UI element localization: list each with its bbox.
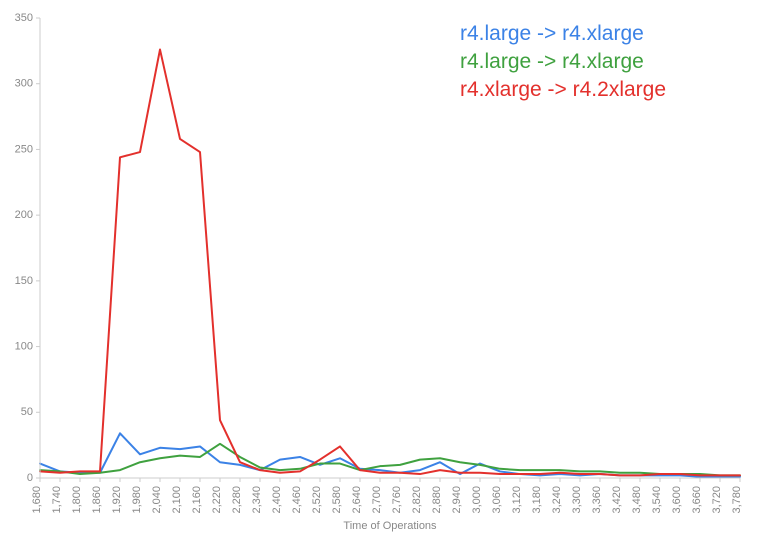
legend-item: r4.large -> r4.xlarge xyxy=(460,50,644,73)
legend-item: r4.xlarge -> r4.2xlarge xyxy=(460,78,666,101)
x-tick-label: 2,220 xyxy=(211,486,223,514)
x-tick-label: 2,640 xyxy=(351,486,363,514)
x-tick-label: 1,860 xyxy=(91,486,103,514)
x-tick-label: 3,600 xyxy=(671,486,683,514)
x-tick-label: 3,060 xyxy=(491,486,503,514)
x-tick-label: 3,480 xyxy=(631,486,643,514)
x-axis-title: Time of Operations xyxy=(343,520,437,532)
x-tick-label: 3,360 xyxy=(591,486,603,514)
y-tick-label: 300 xyxy=(15,78,33,90)
x-tick-label: 3,000 xyxy=(471,486,483,514)
x-tick-label: 2,940 xyxy=(451,486,463,514)
y-tick-label: 0 xyxy=(27,472,33,484)
x-tick-label: 3,180 xyxy=(531,486,543,514)
x-tick-label: 3,780 xyxy=(731,486,743,514)
x-tick-label: 2,160 xyxy=(191,486,203,514)
legend-item: r4.large -> r4.xlarge xyxy=(460,22,644,45)
x-tick-label: 2,280 xyxy=(231,486,243,514)
y-tick-label: 200 xyxy=(15,209,33,221)
y-tick-label: 50 xyxy=(21,406,33,418)
y-tick-label: 150 xyxy=(15,275,33,287)
x-tick-label: 3,120 xyxy=(511,486,523,514)
x-tick-label: 2,760 xyxy=(391,486,403,514)
y-tick-label: 250 xyxy=(15,143,33,155)
x-tick-label: 3,660 xyxy=(691,486,703,514)
y-tick-label: 100 xyxy=(15,340,33,352)
x-tick-label: 2,400 xyxy=(271,486,283,514)
x-tick-label: 2,100 xyxy=(171,486,183,514)
x-tick-label: 3,540 xyxy=(651,486,663,514)
x-tick-label: 2,460 xyxy=(291,486,303,514)
x-tick-label: 2,580 xyxy=(331,486,343,514)
chart-svg: 0 50 100 150 200 250 300 350 1,680 1,740 1,800 1,86… xyxy=(0,0,768,543)
x-tick-label: 2,040 xyxy=(151,486,163,514)
x-tick-label: 2,340 xyxy=(251,486,263,514)
x-tick-label: 1,800 xyxy=(71,486,83,514)
x-tick-label: 2,520 xyxy=(311,486,323,514)
line-chart: 0 50 100 150 200 250 300 350 1,680 1,740 1,800 1,86… xyxy=(0,0,768,543)
x-tick-label: 2,880 xyxy=(431,486,443,514)
x-tick-label: 2,700 xyxy=(371,486,383,514)
x-tick-label: 3,420 xyxy=(611,486,623,514)
x-tick-label: 1,920 xyxy=(111,486,123,514)
x-tick-label: 3,240 xyxy=(551,486,563,514)
x-tick-label: 3,720 xyxy=(711,486,723,514)
legend: r4.large -> r4.xlarge r4.large -> r4.xlar… xyxy=(460,22,666,101)
x-tick-label: 1,680 xyxy=(31,486,43,514)
x-tick-label: 1,740 xyxy=(51,486,63,514)
y-tick-label: 350 xyxy=(15,12,33,24)
x-tick-label: 2,820 xyxy=(411,486,423,514)
x-tick-label: 1,980 xyxy=(131,486,143,514)
x-tick-label: 3,300 xyxy=(571,486,583,514)
